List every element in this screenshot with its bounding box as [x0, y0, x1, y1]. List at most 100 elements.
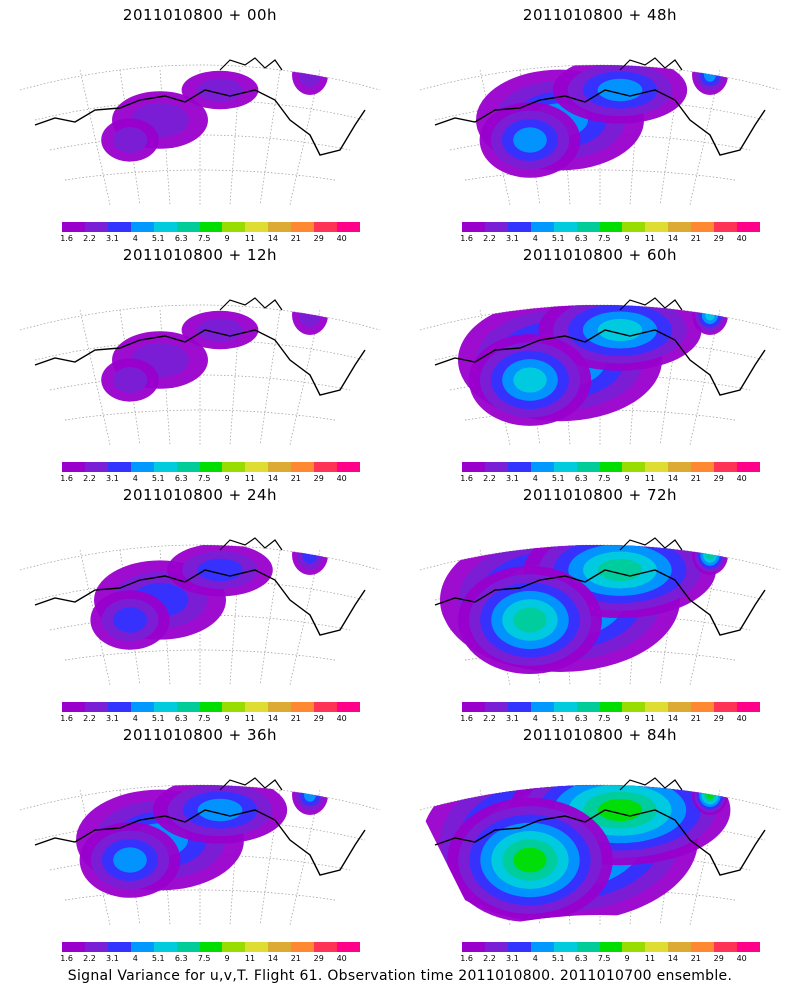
- colorbar-labels: 1.6 2.2 3.1 4 5.1 6.3 7.5 9 11 14 21 29 40: [60, 234, 360, 244]
- colorbar-swatch: [176, 942, 200, 952]
- colorbar-label: 14: [667, 474, 678, 483]
- colorbar-label: 2.2: [83, 234, 96, 243]
- colorbar-label: 14: [667, 954, 678, 963]
- colorbar-label: 4: [132, 714, 138, 723]
- colorbar-label: 14: [267, 234, 278, 243]
- arctic-islands: [619, 297, 683, 311]
- variance-shading: [440, 545, 728, 674]
- colorbar-swatch: [107, 222, 131, 232]
- colorbar-swatch: [199, 942, 223, 952]
- colorbar-label: 1.6: [460, 234, 473, 243]
- colorbar-label: 6.3: [174, 234, 188, 243]
- colorbar: [462, 702, 760, 712]
- colorbar-label: 2.2: [483, 474, 496, 483]
- colorbar-label: 6.3: [574, 474, 588, 483]
- colorbar-label: 7.5: [197, 954, 211, 963]
- arctic-islands: [219, 777, 283, 791]
- colorbar-label: 11: [644, 234, 656, 243]
- colorbar-label: 5.1: [551, 234, 565, 243]
- variance-shading: [101, 305, 328, 402]
- colorbar-labels: 1.6 2.2 3.1 4 5.1 6.3 7.5 9 11 14 21 29 40: [460, 234, 760, 244]
- map-panel: 2011010800 + 36h 1.6 2.2 3.1 4 5.1 6.3 7.5 9 11 14…: [0, 720, 400, 963]
- colorbar-label: 5.1: [151, 954, 165, 963]
- colorbar-swatch: [130, 702, 154, 712]
- colorbar-swatch: [599, 942, 623, 952]
- colorbar-swatch: [645, 222, 669, 232]
- colorbar-label: 9: [624, 234, 630, 243]
- variance-shading: [90, 545, 328, 650]
- colorbar-label: 6.3: [174, 714, 188, 723]
- panel-title: 2011010800 + 00h: [122, 6, 278, 24]
- colorbar-swatch: [84, 222, 108, 232]
- colorbar-label: 1.6: [60, 234, 73, 243]
- colorbar-swatch: [107, 462, 131, 472]
- colorbar-swatch: [462, 462, 485, 472]
- colorbar-label: 5.1: [551, 954, 565, 963]
- colorbar-label: 11: [644, 954, 656, 963]
- colorbar-label: 21: [690, 954, 701, 963]
- coastline: [434, 329, 766, 396]
- colorbar-swatch: [245, 702, 269, 712]
- panel-title: 2011010800 + 24h: [122, 486, 278, 504]
- colorbar-swatch: [599, 222, 623, 232]
- coastline: [34, 329, 366, 396]
- colorbar-swatch: [245, 462, 269, 472]
- colorbar-label: 40: [336, 474, 347, 483]
- colorbar-label: 1.6: [460, 714, 473, 723]
- colorbar: [462, 462, 760, 472]
- map-plot: [20, 297, 380, 446]
- coastline: [434, 569, 766, 636]
- coastline: [34, 569, 366, 636]
- panel-title: 2011010800 + 84h: [522, 726, 678, 744]
- colorbar-swatch: [645, 462, 669, 472]
- colorbar-labels: 1.6 2.2 3.1 4 5.1 6.3 7.5 9 11 14 21 29 40: [60, 474, 360, 484]
- colorbar-swatch: [668, 222, 692, 232]
- arctic-islands: [619, 537, 683, 551]
- colorbar-swatch: [668, 942, 692, 952]
- colorbar-swatch: [691, 222, 715, 232]
- colorbar-swatch: [84, 702, 108, 712]
- colorbar-label: 9: [624, 954, 630, 963]
- colorbar-swatch: [153, 702, 177, 712]
- colorbar-label: 11: [644, 474, 656, 483]
- colorbar-swatch: [199, 702, 223, 712]
- colorbar-labels: 1.6 2.2 3.1 4 5.1 6.3 7.5 9 11 14 21 29 40: [60, 714, 360, 724]
- colorbar-swatch: [314, 462, 338, 472]
- colorbar: [62, 702, 360, 712]
- colorbar-label: 4: [532, 954, 538, 963]
- colorbar-swatch: [462, 942, 485, 952]
- colorbar-label: 40: [336, 954, 347, 963]
- colorbar-label: 29: [713, 474, 724, 483]
- colorbar-labels: 1.6 2.2 3.1 4 5.1 6.3 7.5 9 11 14 21 29 40: [460, 474, 760, 484]
- colorbar-label: 14: [667, 234, 678, 243]
- colorbar-swatch: [268, 942, 292, 952]
- colorbar-label: 6.3: [174, 954, 188, 963]
- map-panel: 2011010800 + 24h 1.6 2.2 3.1 4 5.1 6.3 7.5 9 11 14…: [0, 480, 400, 723]
- colorbar-swatch: [576, 942, 600, 952]
- arctic-islands: [219, 57, 283, 71]
- colorbar-label: 5.1: [551, 474, 565, 483]
- map-plot: [20, 777, 380, 926]
- colorbar-label: 4: [132, 474, 138, 483]
- colorbar-swatch: [737, 702, 760, 712]
- colorbar-swatch: [484, 222, 508, 232]
- colorbar-swatch: [576, 222, 600, 232]
- colorbar-swatch: [622, 462, 646, 472]
- variance-shading: [422, 785, 731, 923]
- colorbar-swatch: [645, 702, 669, 712]
- colorbar-swatch: [530, 462, 554, 472]
- map-plot: [420, 537, 780, 686]
- colorbar-label: 2.2: [83, 714, 96, 723]
- colorbar-label: 6.3: [574, 714, 588, 723]
- colorbar-label: 3.1: [106, 474, 119, 483]
- colorbar-swatch: [714, 942, 738, 952]
- colorbar-swatch: [268, 702, 292, 712]
- colorbar-label: 21: [290, 714, 301, 723]
- colorbar-swatch: [599, 702, 623, 712]
- colorbar-swatch: [507, 222, 531, 232]
- colorbar-swatch: [107, 942, 131, 952]
- colorbar-label: 21: [290, 954, 301, 963]
- colorbar-label: 21: [690, 234, 701, 243]
- colorbar-swatch: [668, 702, 692, 712]
- colorbar-label: 21: [290, 234, 301, 243]
